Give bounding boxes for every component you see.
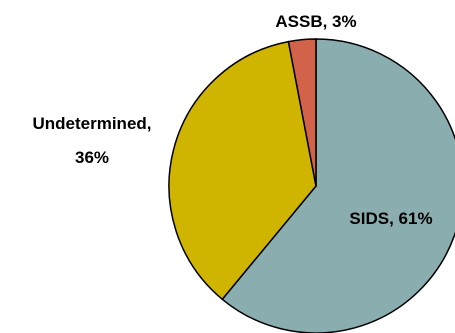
data-label-undetermined-line1: Undetermined, — [32, 114, 151, 133]
pie-slice-assb — [287, 38, 317, 187]
data-label-sids: SIDS, 61% — [349, 209, 432, 228]
pie-slice-undetermined — [168, 40, 317, 301]
pie-slice-sids — [221, 38, 455, 333]
data-label-undetermined-line2: 36% — [75, 148, 109, 167]
pie-slices — [168, 38, 455, 333]
data-label-assb: ASSB, 3% — [275, 12, 356, 31]
